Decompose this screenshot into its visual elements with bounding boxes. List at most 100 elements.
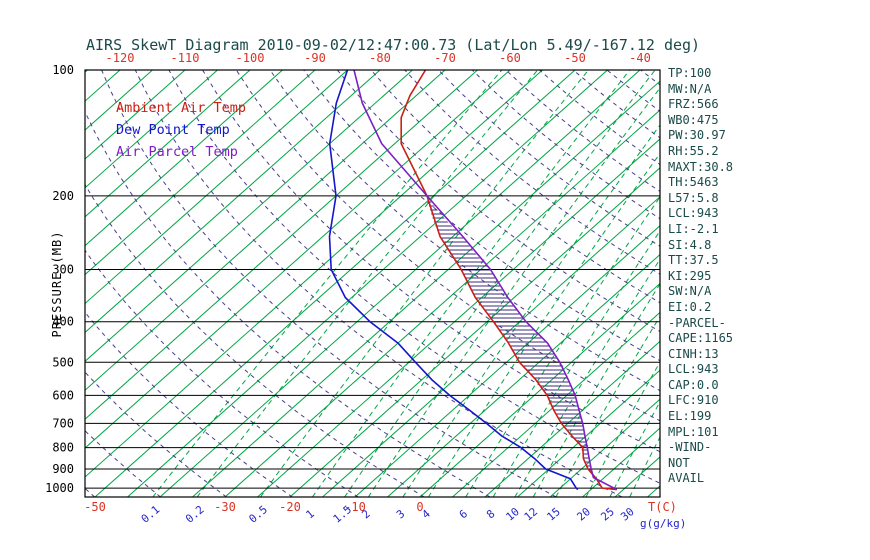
- mixing-ratio-tick-label: 30: [618, 505, 637, 523]
- isotherm-line: [517, 369, 660, 497]
- stats-line: TH:5463: [668, 175, 719, 190]
- isotherm-line: [159, 70, 641, 497]
- mixing-ratio-line: [311, 70, 631, 497]
- profile-curves: [328, 70, 618, 491]
- mixing-ratio-tick-label: 8: [484, 507, 497, 521]
- top-temp-tick-label: -80: [369, 51, 391, 65]
- legend-parcel: Air Parcel Temp: [116, 144, 238, 160]
- mixing-ratio-line: [152, 70, 503, 497]
- mixing-ratio-tick-label: 6: [457, 507, 470, 521]
- mixing-ratio-tick-label: 12: [522, 505, 541, 523]
- stats-line: NOT: [668, 455, 690, 470]
- pressure-tick-label: 600: [52, 388, 74, 402]
- mixing-ratio-tick-label: 2: [359, 507, 372, 521]
- isotherm-line: [322, 196, 660, 497]
- background-grid: [0, 70, 660, 497]
- bottom-temp-tick-label: 0: [416, 500, 423, 514]
- mixing-ratio-tick-label: 15: [544, 505, 563, 523]
- stats-line: RH:55.2: [668, 143, 719, 158]
- plot-frame: [84, 69, 661, 498]
- mixing-ratio-tick-label: 4: [419, 507, 433, 521]
- dry-adiabat-line: [85, 249, 359, 497]
- mixing-ratio-line: [260, 70, 589, 497]
- stats-line: TT:37.5: [668, 253, 719, 268]
- mixing-ratio-tick-label: 1: [303, 507, 316, 521]
- stats-line: L57:5.8: [668, 190, 719, 205]
- stats-line: CAPE:1165: [668, 331, 734, 346]
- mixing-ratio-tick-label: 0.2: [183, 503, 207, 526]
- mixing-ratio-line: [427, 152, 660, 497]
- isotherm-line: [354, 225, 660, 497]
- page-title: AIRS SkewT Diagram 2010-09-02/12:47:00.7…: [86, 36, 701, 54]
- bottom-temp-tick-label: -30: [214, 500, 236, 514]
- stats-line: MPL:101: [668, 424, 719, 439]
- dry-adiabat-line: [337, 70, 660, 333]
- top-temp-tick-label: -70: [434, 51, 456, 65]
- legend-ambient: Ambient Air Temp: [116, 100, 246, 116]
- stats-line: LFC:910: [668, 393, 719, 408]
- stats-line: SI:4.8: [668, 237, 712, 252]
- top-temp-tick-label: -110: [171, 51, 200, 65]
- stats-line: EL:199: [668, 409, 712, 424]
- isotherm-line: [192, 80, 660, 497]
- isotherm-line: [85, 70, 186, 160]
- pressure-tick-label: 500: [52, 355, 74, 369]
- dry-adiabat-line: [85, 371, 227, 497]
- isotherm-line: [85, 70, 283, 247]
- stats-line: LCL:943: [668, 362, 719, 377]
- isotherm-line: [85, 70, 511, 449]
- stats-panel: TP:100 MW:N/A FRZ:566 WB0:475 PW:30.97 RH:55.…: [668, 66, 733, 487]
- dry-adiabat-line: [539, 70, 660, 166]
- stats-line: LCL:943: [668, 206, 719, 221]
- isotherm-line: [549, 398, 660, 497]
- dry-adiabat-line: [505, 70, 660, 193]
- bottom-temp-tick-label: -10: [344, 500, 366, 514]
- top-temp-tick-label: -90: [304, 51, 326, 65]
- mixing-ratio-line: [196, 70, 538, 497]
- isotherm-line: [0, 70, 55, 497]
- stats-line: TP:100: [668, 66, 712, 80]
- dewpoint-curve: [328, 70, 579, 491]
- mixing-ratio-tick-label: 0.1: [139, 503, 163, 526]
- pressure-tick-label: 100: [52, 63, 74, 77]
- mixing-ratio-line: [609, 400, 660, 497]
- isotherm-line: [85, 70, 446, 391]
- isotherm-line: [224, 109, 660, 497]
- temp-unit-label: T(C): [648, 500, 677, 514]
- isotherm-line: [85, 70, 478, 420]
- top-temp-tick-label: -50: [564, 51, 586, 65]
- stats-line: MW:N/A: [668, 81, 712, 96]
- mixing-ratio-line: [465, 196, 660, 497]
- stats-line: KI:295: [668, 268, 712, 283]
- dry-adiabat-line: [606, 70, 660, 112]
- mixing-ratio-tick-label: 0.5: [246, 503, 270, 526]
- isotherm-line: [85, 70, 381, 334]
- isotherm-line: [85, 70, 88, 73]
- isotherm-line: [419, 282, 660, 497]
- stats-line: LI:-2.1: [668, 221, 719, 236]
- ambient-temp-curve: [400, 70, 617, 491]
- top-temp-tick-label: -100: [236, 51, 265, 65]
- isotherm-line: [85, 70, 218, 189]
- dry-adiabat-line: [168, 70, 660, 484]
- isotherm-line: [452, 311, 660, 497]
- bottom-temp-tick-label: -50: [84, 500, 106, 514]
- mixing-ratio-tick-label: 3: [394, 507, 407, 521]
- mixing-ratio-line: [629, 435, 660, 497]
- mixing-ratio-tick-label: 20: [575, 505, 594, 523]
- pressure-tick-label: 800: [52, 441, 74, 455]
- stats-line: SW:N/A: [668, 284, 712, 299]
- mixing-ratio-tick-label: 10: [503, 505, 522, 523]
- isotherm-line: [85, 70, 543, 478]
- dry-adiabat-line: [134, 70, 623, 497]
- mixing-unit-label: g(g/kg): [640, 517, 686, 530]
- mixing-ratio-line: [514, 258, 660, 497]
- dry-adiabat-line: [303, 70, 660, 362]
- isotherm-line: [85, 70, 316, 276]
- mixing-ratio-tick-label: 25: [598, 505, 617, 523]
- dry-adiabat-line: [85, 183, 425, 497]
- top-temp-tick-label: -40: [629, 51, 651, 65]
- pressure-tick-label: 1000: [45, 481, 74, 495]
